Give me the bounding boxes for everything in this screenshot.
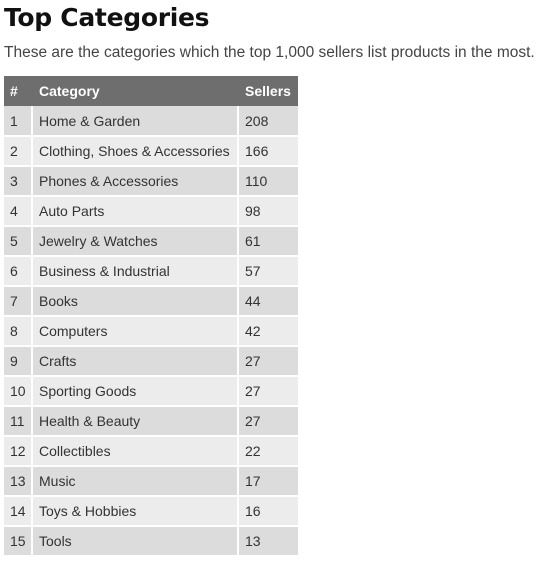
category-cell: Phones & Accessories (32, 166, 239, 197)
rank-cell: 1 (4, 106, 33, 137)
rank-cell: 11 (4, 406, 33, 437)
category-cell: Jewelry & Watches (32, 226, 239, 257)
table-row: 14 Toys & Hobbies 16 (4, 496, 298, 527)
table-row: 5 Jewelry & Watches 61 (4, 226, 298, 257)
table-row: 1 Home & Garden 208 (4, 106, 298, 137)
sellers-cell: 110 (238, 166, 298, 197)
table-row: 13 Music 17 (4, 466, 298, 497)
category-cell: Clothing, Shoes & Accessories (32, 136, 239, 167)
rank-cell: 8 (4, 316, 33, 347)
category-cell: Tools (32, 526, 239, 557)
rank-cell: 10 (4, 376, 33, 407)
sellers-cell: 208 (238, 106, 298, 137)
category-cell: Books (32, 286, 239, 317)
category-cell: Collectibles (32, 436, 239, 467)
rank-cell: 12 (4, 436, 33, 467)
category-cell: Music (32, 466, 239, 497)
sellers-cell: 27 (238, 376, 298, 407)
table-row: 12 Collectibles 22 (4, 436, 298, 467)
category-cell: Toys & Hobbies (32, 496, 239, 527)
table-row: 2 Clothing, Shoes & Accessories 166 (4, 136, 298, 167)
header-rank: # (4, 76, 33, 106)
sellers-cell: 13 (238, 526, 298, 557)
sellers-cell: 22 (238, 436, 298, 467)
page-title: Top Categories (4, 3, 210, 32)
rank-cell: 2 (4, 136, 33, 167)
rank-cell: 14 (4, 496, 33, 527)
table-row: 4 Auto Parts 98 (4, 196, 298, 227)
category-cell: Business & Industrial (32, 256, 239, 287)
rank-cell: 3 (4, 166, 33, 197)
table-row: 15 Tools 13 (4, 526, 298, 557)
header-row: # Category Sellers (4, 76, 298, 106)
category-cell: Health & Beauty (32, 406, 239, 437)
rank-cell: 9 (4, 346, 33, 377)
table-row: 9 Crafts 27 (4, 346, 298, 377)
sellers-cell: 44 (238, 286, 298, 317)
rank-cell: 15 (4, 526, 33, 557)
sellers-cell: 61 (238, 226, 298, 257)
category-cell: Computers (32, 316, 239, 347)
category-cell: Sporting Goods (32, 376, 239, 407)
category-cell: Auto Parts (32, 196, 239, 227)
table-row: 6 Business & Industrial 57 (4, 256, 298, 287)
rank-cell: 13 (4, 466, 33, 497)
rank-cell: 7 (4, 286, 33, 317)
table-body: 1 Home & Garden 208 2 Clothing, Shoes & Acce… (4, 106, 298, 557)
category-cell: Home & Garden (32, 106, 239, 137)
sellers-cell: 17 (238, 466, 298, 497)
sellers-cell: 98 (238, 196, 298, 227)
intro-text: These are the categories which the top 1… (4, 44, 535, 61)
rank-cell: 6 (4, 256, 33, 287)
rank-cell: 4 (4, 196, 33, 227)
sellers-cell: 166 (238, 136, 298, 167)
rank-cell: 5 (4, 226, 33, 257)
sellers-cell: 57 (238, 256, 298, 287)
table-row: 11 Health & Beauty 27 (4, 406, 298, 437)
sellers-cell: 27 (238, 346, 298, 377)
table-row: 3 Phones & Accessories 110 (4, 166, 298, 197)
sellers-cell: 16 (238, 496, 298, 527)
table-row: 10 Sporting Goods 27 (4, 376, 298, 407)
page: Top Categories These are the categories … (4, 3, 535, 557)
table-row: 8 Computers 42 (4, 316, 298, 347)
categories-table: # Category Sellers 1 Home & Garden 208 2 Clo… (4, 76, 298, 557)
table-header: # Category Sellers (4, 76, 298, 106)
category-cell: Crafts (32, 346, 239, 377)
header-sellers: Sellers (238, 76, 298, 106)
sellers-cell: 42 (238, 316, 298, 347)
header-category: Category (32, 76, 239, 106)
sellers-cell: 27 (238, 406, 298, 437)
table-row: 7 Books 44 (4, 286, 298, 317)
